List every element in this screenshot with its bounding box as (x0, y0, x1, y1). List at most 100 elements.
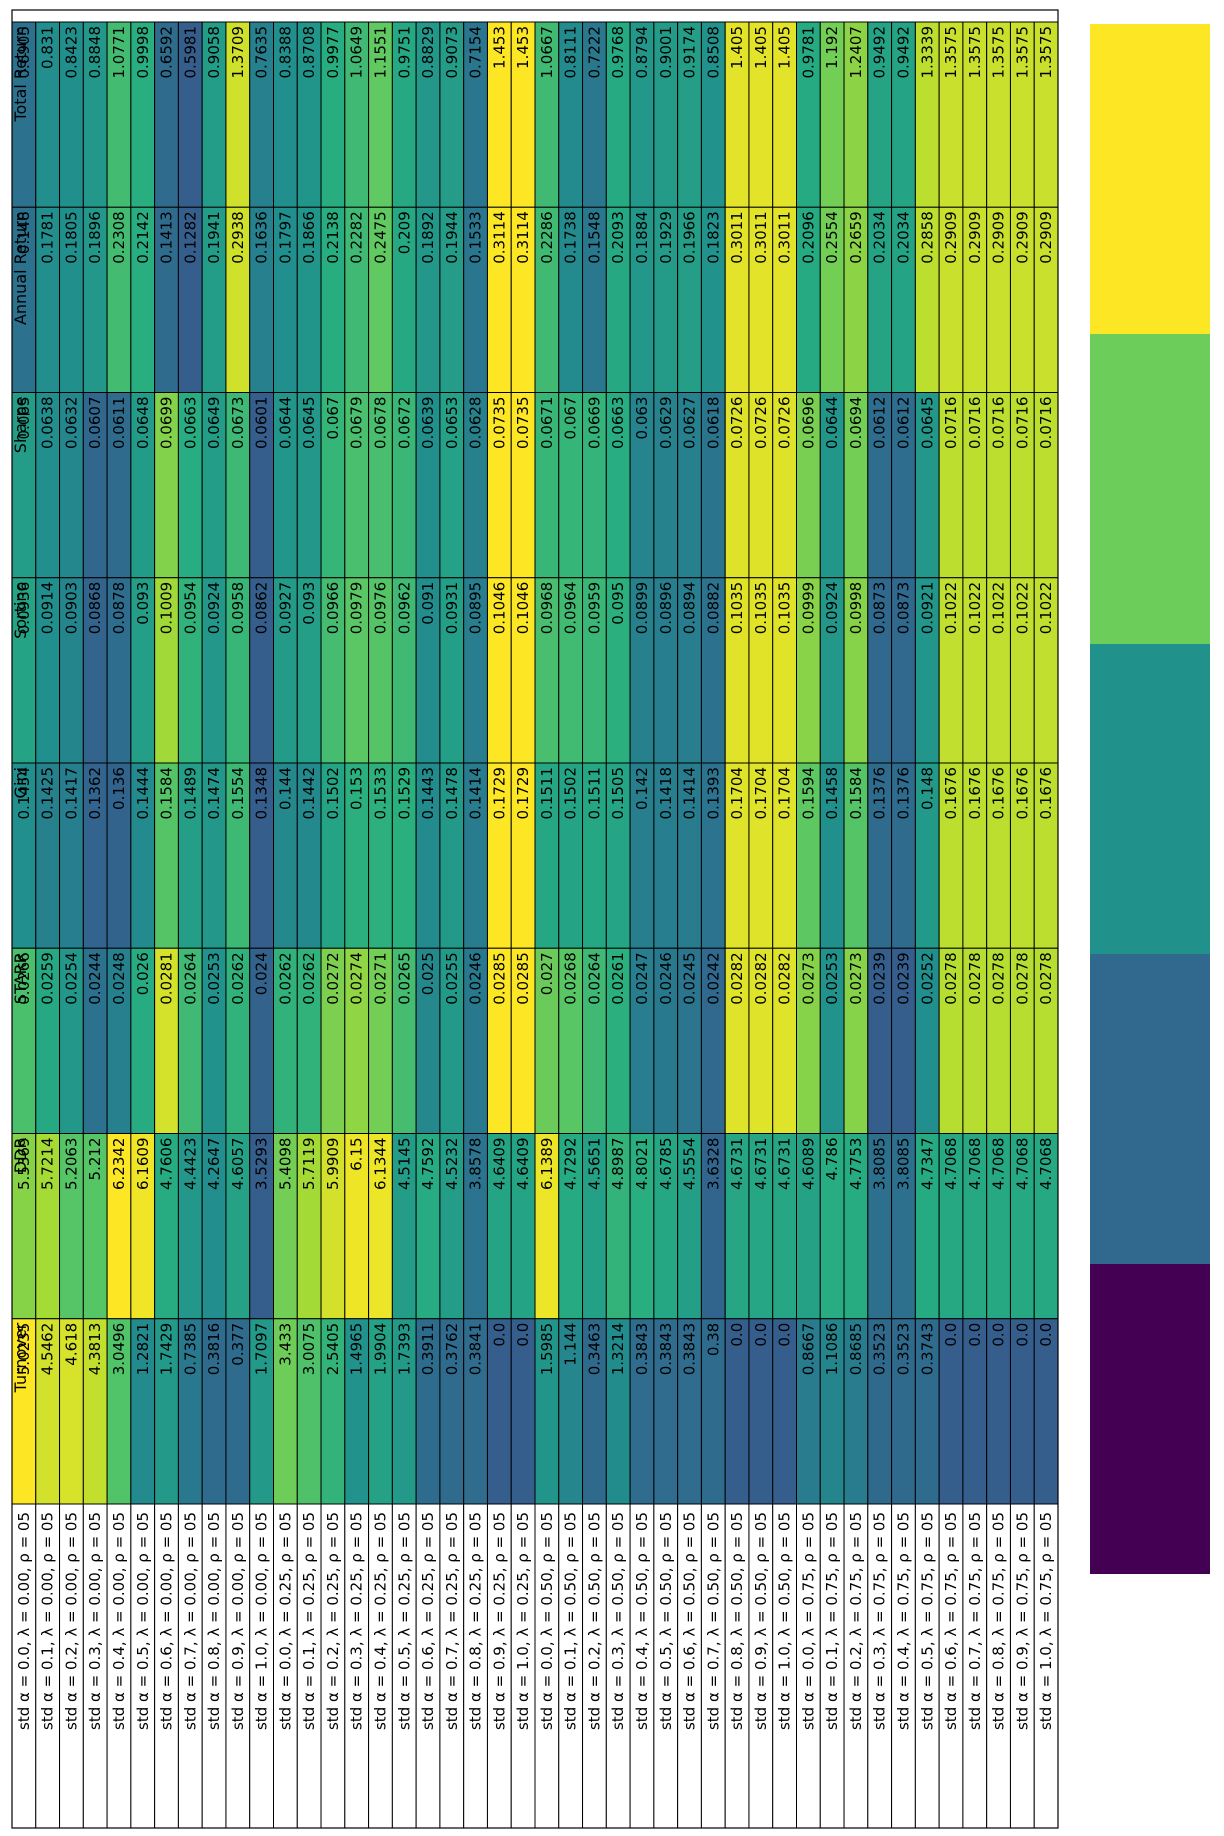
cell-value: 0.1704 (728, 767, 746, 820)
cell-value: 0.1022 (1013, 582, 1031, 635)
cell-value: 0.1511 (538, 767, 556, 820)
colorbar-bin (1090, 24, 1210, 334)
cell-value: 0.1533 (371, 767, 389, 820)
cell-value: 0.1414 (681, 767, 699, 820)
cell-value: 4.7068 (942, 1138, 960, 1191)
cell-value: 0.1035 (752, 582, 770, 635)
cell-value: 0.0278 (1037, 952, 1055, 1005)
cell-value: 0.0716 (966, 396, 984, 449)
column-header: Gini (11, 767, 30, 798)
row-label: std α = 0.9, λ = 0.75, ρ = 05 (1013, 1512, 1031, 1730)
cell-value: 0.8829 (419, 26, 437, 79)
row-label: std α = 1.0, λ = 0.50, ρ = 05 (776, 1512, 794, 1730)
cell-value: 4.618 (62, 1323, 80, 1366)
cell-value: 0.9492 (871, 26, 889, 79)
cell-value: 0.1729 (514, 767, 532, 820)
cell-value: 0.136 (110, 767, 128, 810)
row-label: std α = 0.6, λ = 0.00, ρ = 05 (158, 1512, 176, 1730)
cell-value: 0.3762 (443, 1323, 461, 1376)
row-label: std α = 0.9, λ = 0.50, ρ = 05 (752, 1512, 770, 1730)
cell-value: 0.1348 (253, 767, 271, 820)
row-label: std α = 0.8, λ = 0.00, ρ = 05 (205, 1512, 223, 1730)
cell-value: 3.5293 (253, 1138, 271, 1191)
cell-value: 4.6089 (799, 1138, 817, 1191)
row-label: std α = 1.0, λ = 0.00, ρ = 05 (253, 1512, 271, 1730)
cell-value: 0.1944 (443, 211, 461, 264)
cell-value: 3.6328 (704, 1138, 722, 1191)
cell-value: 4.5145 (395, 1138, 413, 1191)
cell-value: 2.5405 (324, 1323, 342, 1376)
cell-value: 5.212 (86, 1138, 104, 1181)
cell-value: 0.0246 (467, 952, 485, 1005)
cell-value: 0.0278 (942, 952, 960, 1005)
cell-value: 0.1454 (15, 767, 33, 820)
cell-value: 0.0618 (704, 397, 722, 450)
cell-value: 0.2909 (942, 211, 960, 264)
row-label: std α = 0.9, λ = 0.25, ρ = 05 (490, 1512, 508, 1730)
cell-value: 0.1376 (894, 767, 912, 820)
cell-value: 0.0 (728, 1323, 746, 1347)
cell-value: 1.1551 (371, 26, 389, 79)
cell-value: 0.0716 (942, 397, 960, 450)
cell-value: 0.0954 (181, 582, 199, 635)
row-label: std α = 0.7, λ = 0.25, ρ = 05 (443, 1512, 461, 1730)
cell-value: 0.1676 (1013, 767, 1031, 820)
colorbar-bin (1090, 1264, 1210, 1574)
cell-value: 0.0979 (348, 582, 366, 635)
cell-value: 0.2858 (918, 211, 936, 264)
column-header: Sharpe (11, 397, 30, 454)
cell-value: 0.209 (395, 211, 413, 254)
cell-value: 1.9904 (371, 1323, 389, 1376)
row-label: std α = 1.0, λ = 0.25, ρ = 05 (514, 1512, 532, 1730)
cell-value: 0.1443 (419, 767, 437, 820)
cell-value: 0.0239 (894, 952, 912, 1005)
cell-value: 0.0735 (490, 397, 508, 450)
cell-value: 4.5554 (681, 1138, 699, 1191)
cell-value: 0.0242 (704, 952, 722, 1005)
cell-value: 1.3339 (918, 26, 936, 79)
cell-value: 0.0244 (86, 952, 104, 1005)
row-label: std α = 0.1, λ = 0.50, ρ = 05 (562, 1512, 580, 1730)
cell-value: 0.0 (514, 1323, 532, 1347)
cell-value: 0.1676 (990, 767, 1008, 820)
cell-value: 0.148 (15, 211, 33, 254)
cell-value: 0.0648 (134, 397, 152, 450)
cell-value: 0.0 (752, 1323, 770, 1347)
cell-value: 1.1086 (823, 1323, 841, 1376)
cell-value: 4.6731 (776, 1138, 794, 1191)
cell-value: 0.1729 (490, 767, 508, 820)
cell-value: 0.0873 (871, 582, 889, 635)
row-label: std α = 0.3, λ = 0.25, ρ = 05 (348, 1512, 366, 1730)
cell-value: 0.8685 (847, 1323, 865, 1376)
cell-value: 0.8423 (62, 26, 80, 79)
cell-value: 0.9001 (657, 26, 675, 79)
cell-value: 0.7222 (585, 26, 603, 79)
cell-value: 0.2138 (324, 211, 342, 264)
row-label: std α = 0.4, λ = 0.00, ρ = 05 (110, 1512, 128, 1730)
cell-value: 0.0921 (918, 582, 936, 635)
cell-value: 0.0663 (609, 397, 627, 450)
cell-value: 1.405 (776, 26, 794, 69)
cell-value: 0.1866 (300, 211, 318, 264)
cell-value: 0.2308 (110, 211, 128, 264)
cell-value: 0.9751 (395, 26, 413, 79)
cell-value: 0.0862 (253, 582, 271, 635)
cell-value: 0.142 (633, 767, 651, 810)
cell-value: 4.7592 (419, 1138, 437, 1191)
cell-value: 0.3523 (894, 1323, 912, 1376)
cell-value: 0.0868 (86, 582, 104, 635)
cell-value: 5.5369 (15, 1138, 33, 1191)
cell-value: 0.1046 (490, 582, 508, 635)
cell-value: 1.4965 (348, 1323, 366, 1376)
cell-value: 0.1444 (134, 767, 152, 820)
cell-value: 0.1548 (585, 211, 603, 264)
cell-value: 0.148 (918, 767, 936, 810)
cell-value: 0.0266 (15, 952, 33, 1005)
cell-value: 0.1892 (419, 211, 437, 264)
row-label: std α = 0.2, λ = 0.25, ρ = 05 (324, 1512, 342, 1730)
cell-value: 0.1676 (1037, 767, 1055, 820)
cell-value: 0.1584 (158, 767, 176, 820)
column-header: Turnover (11, 1322, 30, 1393)
cell-value: 0.093 (300, 582, 318, 625)
